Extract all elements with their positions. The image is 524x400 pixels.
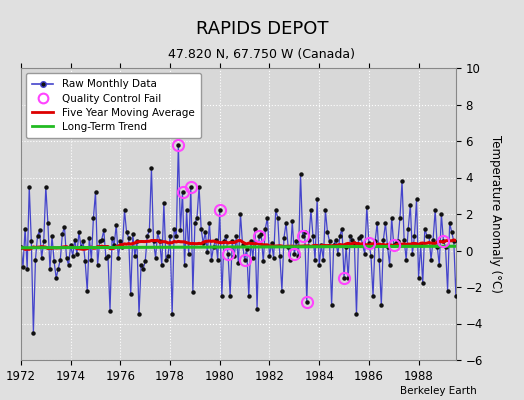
Y-axis label: Temperature Anomaly (°C): Temperature Anomaly (°C) — [489, 135, 503, 293]
Text: RAPIDS DEPOT: RAPIDS DEPOT — [196, 20, 328, 38]
Legend: Raw Monthly Data, Quality Control Fail, Five Year Moving Average, Long-Term Tren: Raw Monthly Data, Quality Control Fail, … — [26, 73, 201, 138]
Text: Berkeley Earth: Berkeley Earth — [400, 386, 477, 396]
Text: 47.820 N, 67.750 W (Canada): 47.820 N, 67.750 W (Canada) — [169, 48, 355, 61]
